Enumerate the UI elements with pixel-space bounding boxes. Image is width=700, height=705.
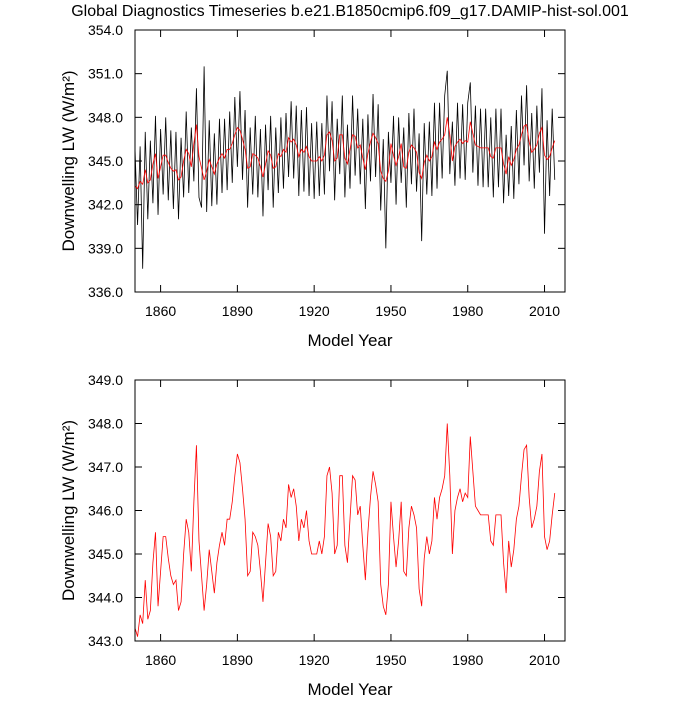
y-tick-label: 345.0 <box>88 546 123 562</box>
chart-title: Global Diagnostics Timeseries b.e21.B185… <box>71 3 629 20</box>
y-tick-label: 347.0 <box>88 459 123 475</box>
y-axis-label: Downwelling LW (W/m²) <box>59 420 78 601</box>
x-tick-label: 1950 <box>375 303 406 319</box>
x-tick-label: 1950 <box>375 652 406 668</box>
x-tick-label: 1860 <box>145 652 176 668</box>
y-tick-label: 351.0 <box>88 66 123 82</box>
y-tick-label: 349.0 <box>88 372 123 388</box>
y-axis-label: Downwelling LW (W/m²) <box>59 70 78 251</box>
y-tick-label: 343.0 <box>88 633 123 649</box>
plot-frame <box>134 29 566 293</box>
x-tick-label: 2010 <box>529 303 560 319</box>
x-tick-label: 2010 <box>529 652 560 668</box>
y-tick-label: 345.0 <box>88 153 123 169</box>
y-tick-label: 344.0 <box>88 590 123 606</box>
x-tick-label: 1920 <box>299 303 330 319</box>
x-tick-label: 1860 <box>145 303 176 319</box>
x-tick-label: 1890 <box>222 652 253 668</box>
y-tick-label: 348.0 <box>88 109 123 125</box>
y-tick-label: 339.0 <box>88 240 123 256</box>
x-tick-label: 1980 <box>452 652 483 668</box>
x-axis-label: Model Year <box>307 680 392 699</box>
x-tick-label: 1920 <box>299 652 330 668</box>
data-line <box>134 117 556 190</box>
x-tick-label: 1980 <box>452 303 483 319</box>
y-tick-label: 342.0 <box>88 197 123 213</box>
plot-frame <box>134 379 566 642</box>
data-line <box>134 423 556 637</box>
x-axis-label: Model Year <box>307 331 392 350</box>
data-line <box>134 66 556 269</box>
y-tick-label: 336.0 <box>88 284 123 300</box>
y-tick-label: 354.0 <box>88 22 123 38</box>
x-tick-label: 1890 <box>222 303 253 319</box>
y-tick-label: 346.0 <box>88 503 123 519</box>
y-tick-label: 348.0 <box>88 416 123 432</box>
